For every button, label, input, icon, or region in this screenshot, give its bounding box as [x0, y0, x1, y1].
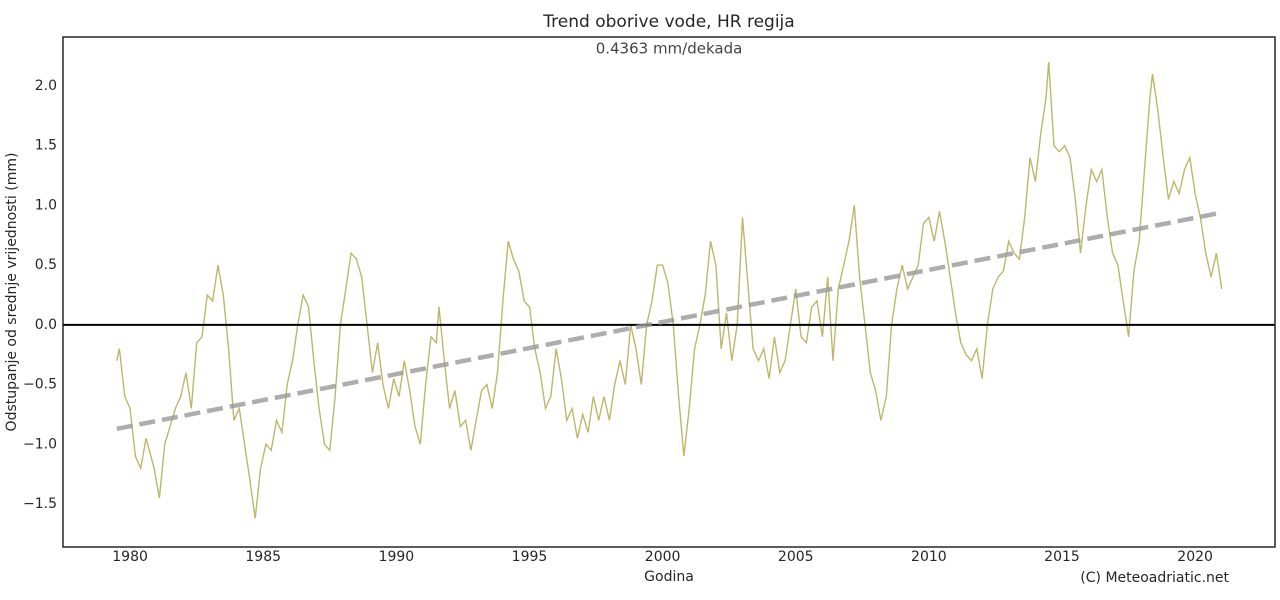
x-tick-label: 1985 — [245, 549, 281, 565]
x-tick-label: 2020 — [1177, 549, 1213, 565]
y-tick-label: −0.5 — [23, 377, 57, 393]
x-tick-label: 1995 — [512, 549, 548, 565]
x-tick-label: 2010 — [911, 549, 947, 565]
y-tick-label: 0.0 — [35, 317, 57, 333]
y-tick-label: 2.0 — [35, 78, 57, 94]
data-line — [116, 62, 1223, 519]
x-tick-label: 2005 — [778, 549, 814, 565]
y-tick-label: −1.0 — [23, 436, 57, 452]
credit: (C) Meteoadriatic.net — [1080, 570, 1229, 586]
x-tick-label: 2015 — [1044, 549, 1080, 565]
x-axis-label: Godina — [644, 569, 694, 585]
chart-title: Trend oborive vode, HR regija — [542, 12, 794, 32]
y-tick-label: 1.0 — [35, 197, 57, 213]
y-axis-label: Odstupanje od srednje vrijednosti (mm) — [4, 153, 20, 432]
plot-frame — [62, 36, 1276, 548]
trend-line — [116, 210, 1223, 432]
x-tick-label: 2000 — [645, 549, 681, 565]
y-tick-label: 0.5 — [35, 257, 57, 273]
subtitle: 0.4363 mm/dekada — [596, 40, 743, 58]
y-tick-label: −1.5 — [23, 496, 57, 512]
x-tick-label: 1980 — [112, 549, 148, 565]
y-tick-label: 1.5 — [35, 138, 57, 154]
x-tick-label: 1990 — [379, 549, 415, 565]
